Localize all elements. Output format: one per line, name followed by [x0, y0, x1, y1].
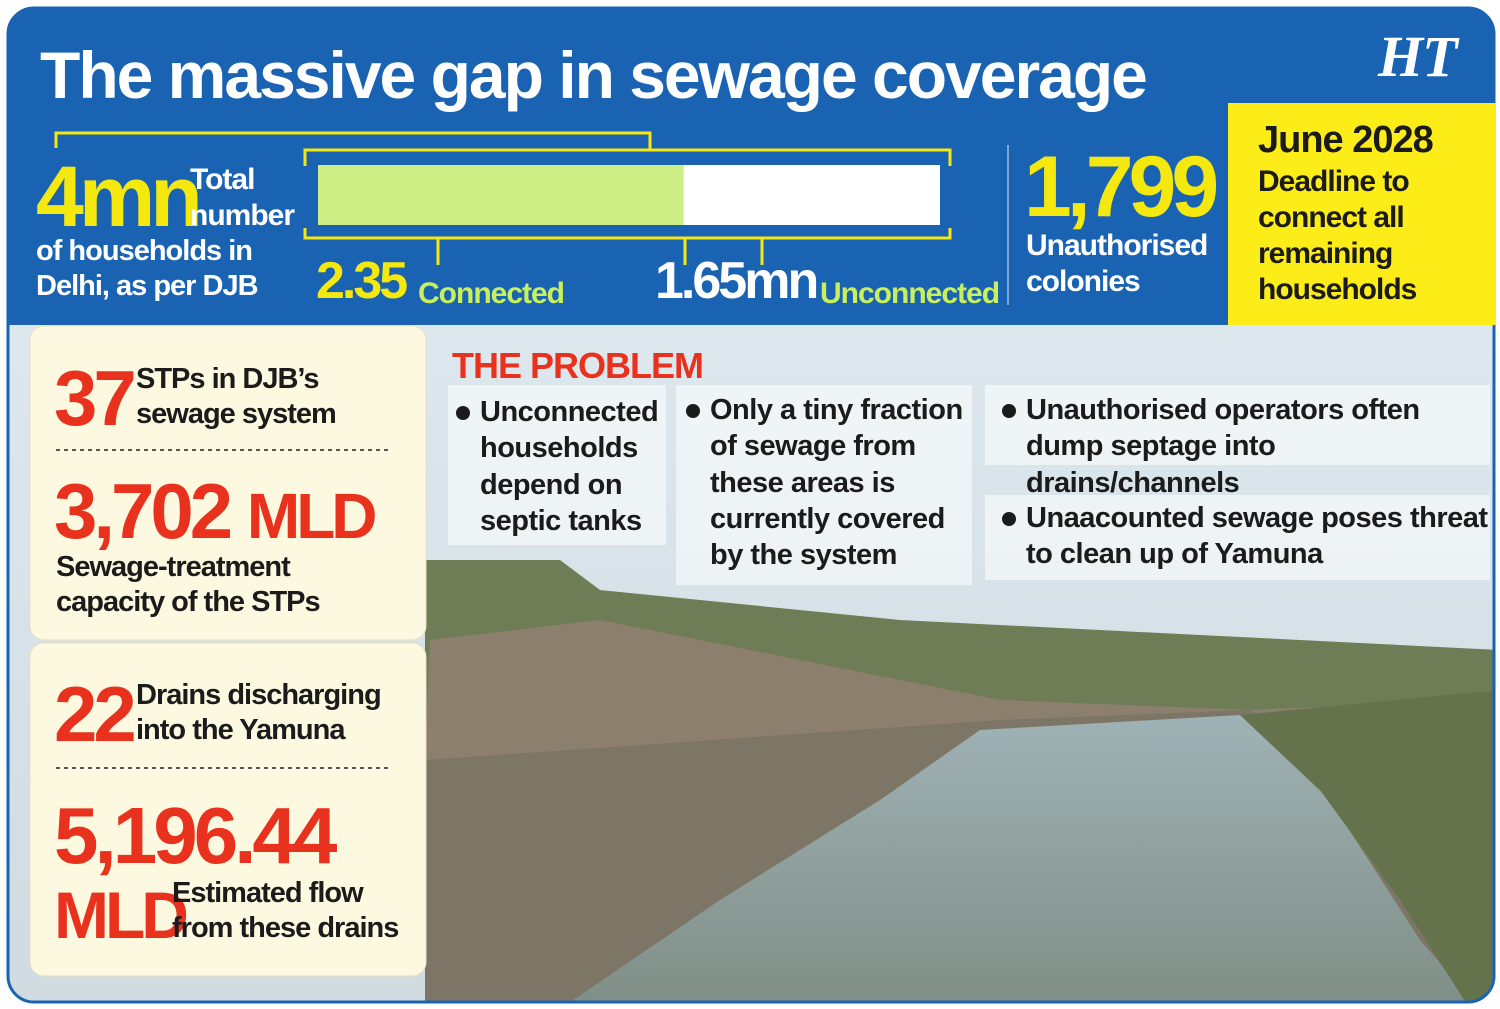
logo: HT: [1378, 24, 1458, 89]
problem-heading: THE PROBLEM: [452, 345, 704, 386]
total-label: Total number: [190, 163, 295, 232]
colonies-label: Unauthorised colonies: [1026, 229, 1208, 298]
bar-segment: [318, 165, 684, 225]
deadline-text: Deadline to connect all remaining househ…: [1258, 165, 1417, 306]
stat-number: 3,702: [54, 467, 233, 555]
colonies-value: 1,799: [1024, 139, 1219, 235]
problem-point: Only a tiny fraction of sewage from thes…: [684, 392, 972, 573]
stat-label: Estimated flow from these drains: [172, 877, 399, 944]
connected-label: Connected: [418, 277, 565, 310]
unconnected-label: Unconnected: [820, 277, 1000, 310]
unconnected-value: 1.65: [655, 252, 747, 310]
connected-value: 2.35: [316, 252, 408, 310]
total-unit: mn: [78, 149, 203, 245]
stat-unit: MLD: [54, 878, 189, 952]
households-description: of households in Delhi, as per DJB: [36, 235, 259, 302]
total-households: 4mn: [36, 146, 203, 249]
deadline-date: June 2028: [1258, 119, 1434, 161]
problem-point: Unaacounted sewage poses threat to clean…: [1000, 500, 1496, 573]
problem-point: Unauthorised operators often dump septag…: [1000, 392, 1496, 501]
bar-segment: [683, 165, 940, 225]
problem-point: Unconnected households depend on septic …: [454, 394, 670, 539]
unconnected-unit: mn: [744, 252, 819, 310]
stat-value: 37: [54, 354, 137, 442]
unconnected: 1.65mn: [655, 250, 819, 312]
stat-unit: MLD: [246, 480, 378, 552]
total-value: 4: [36, 149, 84, 245]
title: The massive gap in sewage coverage: [40, 38, 1148, 112]
stat-label: Sewage-treatment capacity of the STPs: [56, 551, 321, 618]
stat-label: STPs in DJB’s sewage system: [136, 363, 337, 430]
stat-label: Drains discharging into the Yamuna: [136, 679, 382, 746]
stat-value: 5,196.44: [54, 791, 337, 880]
stat-value: 22: [54, 670, 137, 758]
stat-value: 3,702 MLD: [54, 465, 378, 559]
